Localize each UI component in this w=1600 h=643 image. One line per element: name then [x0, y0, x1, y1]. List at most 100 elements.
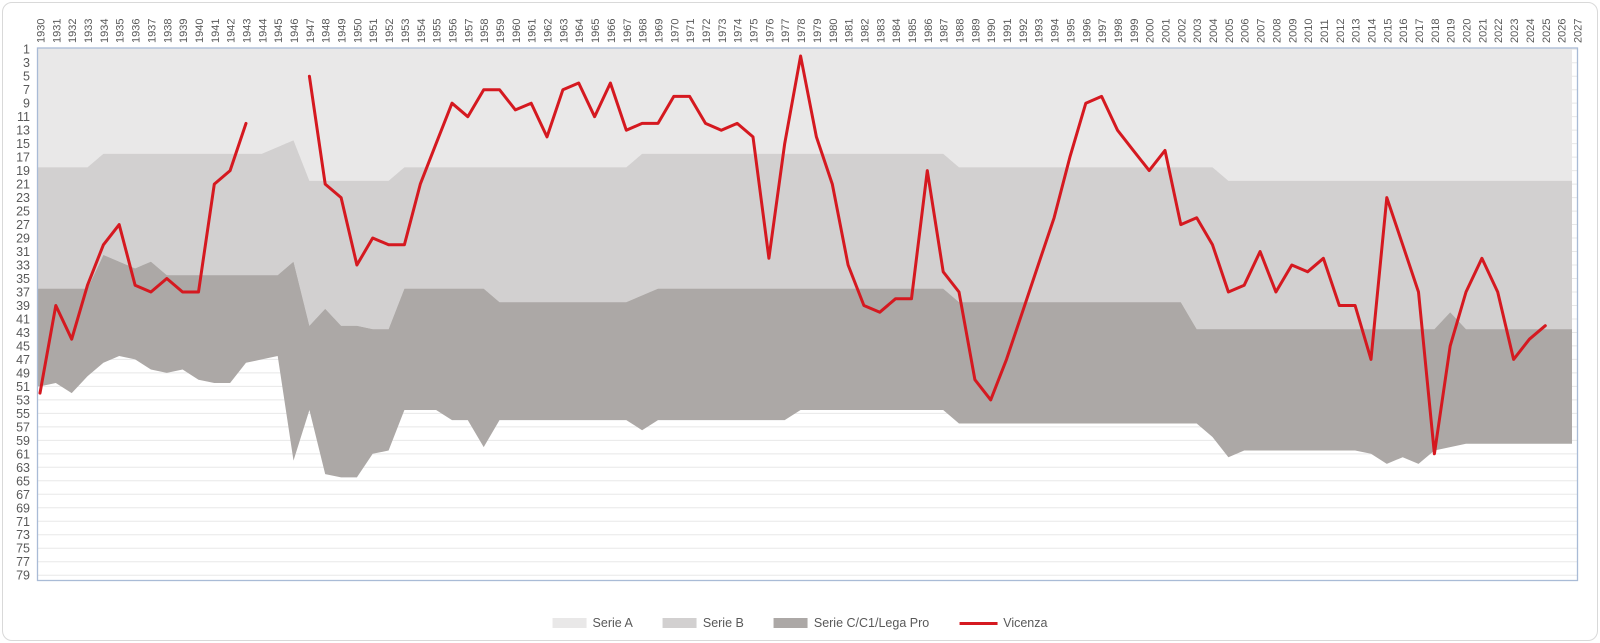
x-axis-year-label: 1944: [257, 19, 269, 43]
chart-legend: Serie A Serie B Serie C/C1/Lega Pro Vice…: [552, 616, 1048, 630]
y-axis-label: 71: [16, 515, 30, 529]
vicenza-position-line: [38, 121, 248, 395]
x-axis-year-label: 2009: [1287, 19, 1299, 43]
x-axis-year-label: 2003: [1192, 19, 1204, 43]
y-axis-label: 53: [16, 393, 30, 407]
y-axis-label: 79: [16, 569, 30, 583]
x-axis-year-label: 2004: [1208, 19, 1220, 43]
y-axis-label: 9: [23, 97, 30, 111]
legend-label-vicenza: Vicenza: [1003, 616, 1048, 630]
x-axis-year-label: 2023: [1509, 19, 1521, 43]
x-axis-year-label: 1972: [701, 19, 713, 43]
x-axis-year-label: 1963: [558, 19, 570, 43]
legend-item-serie-a: Serie A: [552, 616, 633, 630]
x-axis-year-label: 1932: [67, 19, 79, 43]
y-axis-label: 47: [16, 353, 30, 367]
x-axis-year-label: 1977: [780, 19, 792, 43]
x-axis-year-label: 2007: [1256, 19, 1268, 43]
x-axis-year-label: 1949: [337, 19, 349, 43]
y-axis-label: 17: [16, 151, 30, 165]
y-axis-label: 33: [16, 259, 30, 273]
y-axis-label: 21: [16, 178, 30, 192]
y-axis-label: 45: [16, 339, 30, 353]
x-axis-year-label: 1993: [1034, 19, 1046, 43]
x-axis-year-label: 1931: [51, 19, 63, 43]
x-axis-year-label: 2000: [1145, 19, 1157, 43]
serie-c-band: [38, 254, 1577, 478]
x-axis-year-label: 1980: [828, 19, 840, 43]
x-axis-year-label: 1981: [844, 19, 856, 43]
x-axis-year-label: 1952: [384, 19, 396, 43]
vicenza-position-line: [307, 54, 1547, 456]
x-axis-year-label: 1996: [1081, 19, 1093, 43]
y-axis-label: 3: [23, 56, 30, 70]
y-axis-label: 77: [16, 555, 30, 569]
x-axis-year-label: 1948: [321, 19, 333, 43]
x-axis-year-label: 1959: [495, 19, 507, 43]
x-axis-year-label: 1987: [939, 19, 951, 43]
x-axis-year-label: 1939: [178, 19, 190, 43]
y-axis-label: 65: [16, 474, 30, 488]
x-axis-year-label: 1979: [812, 19, 824, 43]
x-axis-year-label: 2005: [1224, 19, 1236, 43]
x-axis-year-label: 2022: [1493, 19, 1505, 43]
y-axis-label: 55: [16, 407, 30, 421]
x-axis-year-label: 1961: [527, 19, 539, 43]
y-axis-label: 15: [16, 137, 30, 151]
y-axis-label: 31: [16, 245, 30, 259]
y-axis-label: 7: [23, 83, 30, 97]
legend-item-serie-c: Serie C/C1/Lega Pro: [773, 616, 930, 630]
y-axis-label: 5: [23, 70, 30, 84]
y-axis-label: 39: [16, 299, 30, 313]
x-axis-year-label: 1992: [1018, 19, 1030, 43]
x-axis-year-label: 1933: [83, 19, 95, 43]
x-axis-year-label: 2020: [1462, 19, 1474, 43]
y-axis-label: 51: [16, 380, 30, 394]
x-axis-year-label: 1988: [955, 19, 967, 43]
x-axis-year-label: 1970: [669, 19, 681, 43]
x-axis-year-label: 1955: [432, 19, 444, 43]
y-axis-label: 11: [17, 110, 30, 124]
x-axis-year-label: 1946: [289, 19, 301, 43]
y-axis-label: 13: [16, 124, 30, 138]
x-axis-year-label: 1995: [1065, 19, 1077, 43]
x-axis-year-label: 1975: [749, 19, 761, 43]
x-axis-year-label: 1968: [638, 19, 650, 43]
x-axis-year-label: 1990: [986, 19, 998, 43]
x-axis-year-label: 1965: [590, 19, 602, 43]
serie-b-band: [38, 140, 1577, 330]
x-axis-year-label: 1976: [764, 19, 776, 43]
x-axis-year-label: 2013: [1351, 19, 1363, 43]
x-axis-year-label: 1954: [416, 19, 428, 43]
y-axis-label: 49: [16, 366, 30, 380]
x-axis-year-label: 1983: [875, 19, 887, 43]
plot-area-border: [36, 47, 1579, 582]
x-axis-year-label: 1971: [685, 19, 697, 43]
legend-item-serie-b: Serie B: [662, 616, 744, 630]
x-axis-year-label: 1956: [447, 19, 459, 43]
x-axis-year-label: 1953: [400, 19, 412, 43]
x-axis-year-label: 2008: [1271, 19, 1283, 43]
x-axis-year-label: 1964: [574, 19, 586, 43]
x-axis-year-label: 1989: [970, 19, 982, 43]
y-axis-label: 41: [16, 312, 30, 326]
x-axis-year-label: 2025: [1541, 19, 1553, 43]
x-axis-year-label: 1947: [305, 19, 317, 43]
x-axis-year-label: 1934: [99, 19, 111, 43]
x-axis-year-label: 1941: [210, 19, 222, 43]
vicenza-line-swatch-icon: [959, 621, 998, 625]
x-axis-year-label: 2011: [1319, 19, 1331, 43]
x-axis-year-label: 1982: [859, 19, 871, 43]
x-axis-year-label: 1999: [1129, 19, 1141, 43]
x-axis-year-label: 2016: [1398, 19, 1410, 43]
x-axis-year-label: 1998: [1113, 19, 1125, 43]
x-axis-year-label: 2026: [1557, 19, 1569, 43]
y-axis-label: 75: [16, 542, 30, 556]
y-axis-label: 73: [16, 528, 30, 542]
x-axis-year-label: 1957: [463, 19, 475, 43]
x-axis-year-label: 2027: [1572, 19, 1584, 43]
x-axis-year-label: 1994: [1050, 19, 1062, 43]
legend-label-serie-c: Serie C/C1/Lega Pro: [813, 616, 930, 630]
